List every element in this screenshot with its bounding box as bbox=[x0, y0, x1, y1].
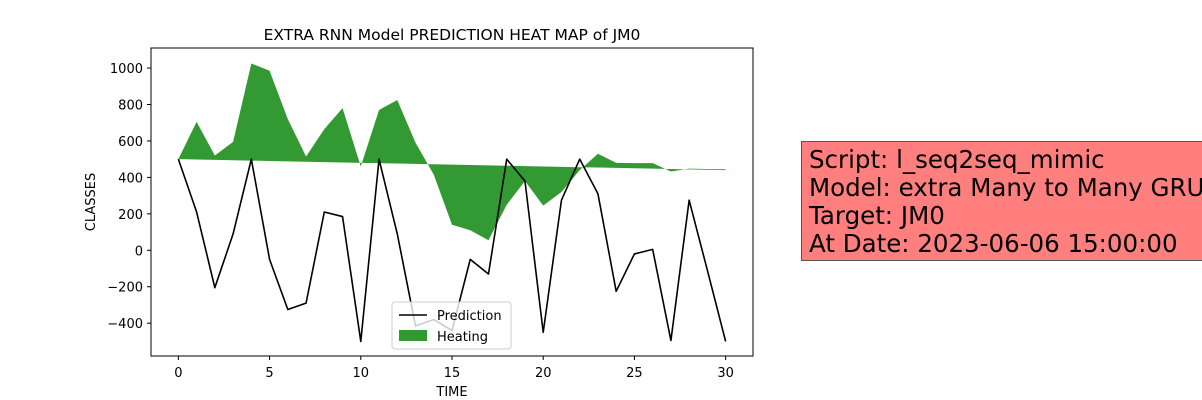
info-model: Model: extra Many to Many GRU bbox=[809, 173, 1202, 202]
info-box: Script: l_seq2seq_mimic Model: extra Man… bbox=[801, 141, 1202, 261]
info-script: Script: l_seq2seq_mimic bbox=[809, 145, 1105, 174]
heating-area bbox=[178, 63, 726, 241]
x-tick-label: 15 bbox=[444, 366, 461, 381]
y-axis-label: CLASSES bbox=[84, 173, 99, 231]
x-tick-label: 0 bbox=[174, 366, 182, 381]
x-axis-label: TIME bbox=[435, 385, 467, 400]
x-tick-label: 25 bbox=[626, 366, 643, 381]
y-tick-label: 200 bbox=[118, 208, 143, 223]
y-tick-label: 600 bbox=[118, 135, 143, 150]
y-tick-label: −400 bbox=[107, 317, 143, 332]
y-tick-label: 400 bbox=[118, 171, 143, 186]
y-tick-label: −200 bbox=[107, 281, 143, 296]
chart-title: EXTRA RNN Model PREDICTION HEAT MAP of J… bbox=[264, 26, 641, 44]
legend-heating-swatch bbox=[399, 330, 427, 341]
legend-prediction-label: Prediction bbox=[437, 309, 502, 324]
info-date: At Date: 2023-06-06 15:00:00 bbox=[809, 229, 1178, 258]
info-target: Target: JM0 bbox=[809, 201, 945, 230]
y-tick-label: 800 bbox=[118, 98, 143, 113]
y-tick-label: 1000 bbox=[110, 62, 143, 77]
x-tick-label: 10 bbox=[353, 366, 370, 381]
legend-heating-label: Heating bbox=[437, 330, 488, 345]
y-tick-label: 0 bbox=[135, 244, 143, 259]
x-tick-label: 30 bbox=[717, 366, 734, 381]
x-tick-label: 5 bbox=[265, 366, 273, 381]
x-tick-label: 20 bbox=[535, 366, 552, 381]
